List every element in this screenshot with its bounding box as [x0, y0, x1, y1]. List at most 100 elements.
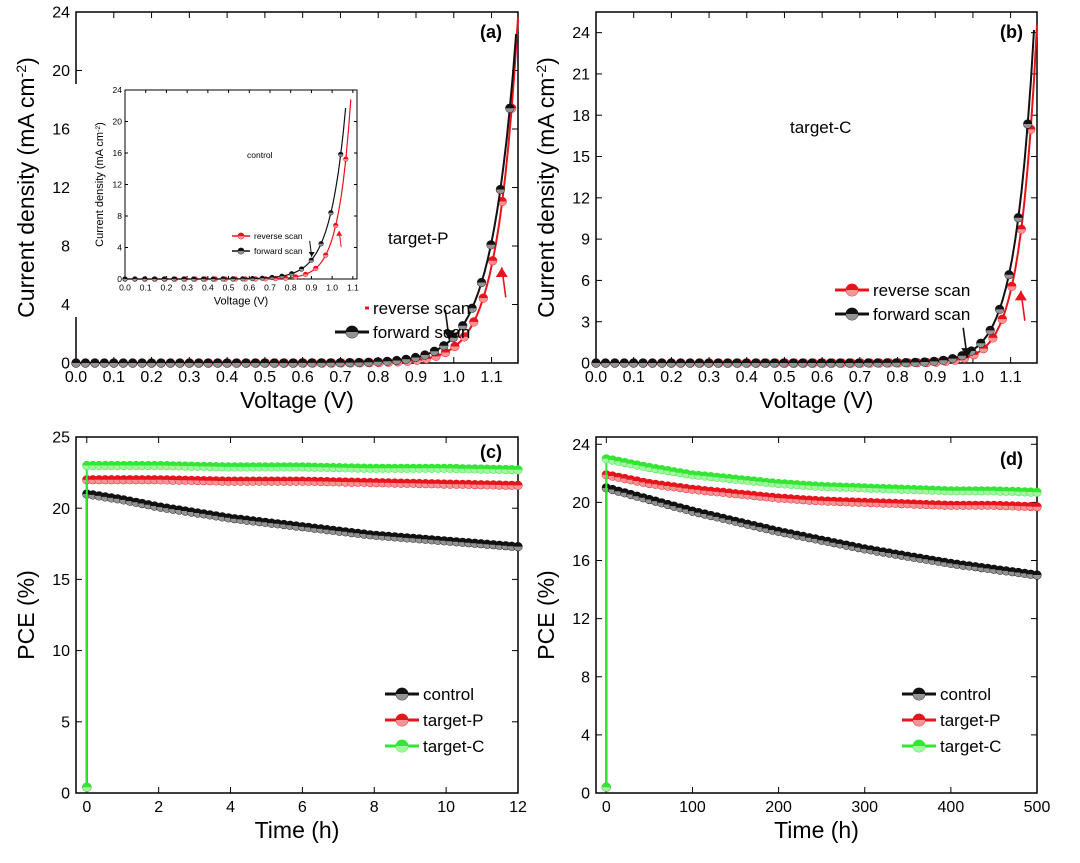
panel-a-inset-point-forward-scan-shade — [191, 279, 196, 282]
panel-c-point-target-P-shade — [513, 485, 523, 490]
panel-c-legend-label: target-P — [423, 711, 483, 730]
panel-b-series-reverse-scan — [596, 24, 1038, 364]
panel-b-point-forward-scan-shade — [591, 363, 601, 368]
panel-a-inset-point-forward-scan-shade — [260, 278, 265, 281]
panel-b-point-forward-scan-shade — [751, 363, 760, 368]
panel-b-xtick-label: 0.5 — [773, 369, 795, 386]
panel-b-ytick-label: 15 — [572, 149, 590, 166]
panel-a-point-forward-scan-shade — [203, 363, 213, 368]
panel-b-point-reverse-scan-shade — [1026, 129, 1035, 134]
panel-b-point-forward-scan-shade — [920, 362, 929, 367]
panel-c-point-control-shade — [513, 546, 523, 551]
panel-a-point-forward-scan-shade — [392, 360, 401, 365]
panel-a-point-reverse-scan-shade — [422, 358, 431, 363]
panel-d-point-target-C-start-shade — [602, 787, 611, 792]
panel-b-xtick-label: 0.8 — [886, 369, 908, 386]
panel-a-inset-xtick-label: 0.5 — [223, 283, 235, 293]
panel-a-point-forward-scan-shade — [430, 351, 439, 356]
panel-b-point-forward-scan-shade — [1023, 124, 1032, 129]
panel-a-inset-point-forward-scan-shade — [152, 279, 157, 282]
panel-b-point-reverse-scan-shade — [1007, 286, 1016, 291]
panel-b-ytick-label: 18 — [572, 108, 590, 125]
panel-a-inset-annotation: control — [247, 150, 273, 160]
panel-b-legend-label: reverse scan — [873, 281, 970, 300]
panel-b-point-forward-scan-shade — [648, 363, 657, 368]
panel-d-ytick-label: 20 — [572, 495, 590, 512]
panel-a-xlabel: Voltage (V) — [240, 387, 354, 413]
panel-b-xtick-label: 0.1 — [623, 369, 645, 386]
panel-a-inset-ytick-label: 24 — [113, 85, 123, 95]
panel-a-ytick-label: 20 — [52, 63, 70, 80]
panel-a-inset-xtick-label: 0.2 — [161, 283, 173, 293]
panel-b-point-forward-scan-shade — [882, 362, 892, 368]
panel-d-point-control-shade — [1032, 575, 1042, 580]
panel-a-inset-scan-arrowhead — [336, 230, 343, 236]
panel-c-label: (c) — [480, 442, 502, 462]
panel-c-ylabel: PCE (%) — [13, 570, 39, 659]
panel-a-point-reverse-scan-shade — [450, 346, 460, 351]
panel-a-annotation: target-P — [388, 229, 448, 248]
panel-b-point-forward-scan-shade — [854, 363, 863, 368]
panel-c-legend-label: target-C — [423, 737, 484, 756]
panel-b-legend-marker-shade — [846, 290, 858, 296]
panel-c-xtick-label: 2 — [154, 799, 163, 816]
panel-a-ytick-label: 12 — [52, 180, 70, 197]
panel-a-inset-point-forward-scan-shade — [338, 154, 343, 157]
panel-a-point-forward-scan-shade — [185, 363, 194, 368]
panel-a-point-forward-scan-shade — [109, 363, 118, 368]
panel-a-jv-target-p: 0.0 0.1 0.2 0.3 0.4 0.5 0.6 0.7 0.8 0.9 1.0 1.1 0 4 8 1… — [13, 5, 519, 413]
panel-c-xtick-label: 8 — [370, 799, 379, 816]
panel-a-point-forward-scan-shade — [496, 189, 505, 194]
panel-b-point-forward-scan-shade — [957, 355, 967, 360]
panel-a-xtick-label: 0.0 — [65, 369, 87, 386]
panel-d-legend-label: target-C — [940, 737, 1001, 756]
panel-a-xtick-label: 1.0 — [443, 369, 465, 386]
panel-a-ylabel: Current density (mA cm-2) — [13, 57, 39, 318]
panel-a-inset-legend-label: reverse scan — [254, 231, 303, 241]
panel-a-inset: 0.0 0.1 0.2 0.3 0.4 0.5 0.6 0.7 0.8 0.9 1.0 1.1 0 4 8 1… — [75, 84, 365, 317]
panel-a-inset-xtick-label: 0.3 — [181, 283, 193, 293]
panel-b-point-forward-scan-shade — [1014, 217, 1023, 222]
panel-c-legend-marker-shade — [396, 720, 408, 726]
panel-c-point-target-C-start-shade — [82, 787, 91, 792]
panel-b-point-forward-scan-shade — [910, 362, 920, 367]
panel-a-inset-point-forward-scan-shade — [240, 278, 245, 281]
panel-b-xtick-label: 0.4 — [736, 369, 758, 386]
panel-c-xtick-label: 0 — [82, 799, 91, 816]
panel-a-inset-point-reverse-scan-shade — [313, 268, 318, 271]
panel-d-ytick-label: 16 — [572, 553, 590, 570]
panel-a-inset-xtick-label: 0.9 — [306, 283, 318, 293]
panel-b-point-forward-scan-shade — [732, 363, 741, 368]
panel-d-xlabel: Time (h) — [774, 817, 859, 843]
panel-b-point-forward-scan-shade — [629, 363, 638, 368]
panel-d-ytick-label: 12 — [572, 611, 590, 628]
panel-c-legend-label: control — [423, 685, 474, 704]
panel-b-point-reverse-scan-shade — [979, 348, 988, 353]
panel-c-legend-marker-shade — [396, 746, 408, 752]
panel-b-xtick-label: 0.0 — [585, 369, 607, 386]
panel-b-ytick-label: 24 — [572, 25, 590, 42]
panel-b-point-forward-scan-shade — [620, 363, 629, 368]
panel-a-point-reverse-scan-shade — [441, 352, 450, 357]
panel-a-inset-ytick-label: 4 — [117, 242, 122, 252]
panel-a-inset-xtick-label: 0.8 — [285, 283, 297, 293]
panel-a-point-forward-scan-shade — [505, 108, 514, 113]
panel-a-inset-point-reverse-scan-shade — [333, 225, 338, 228]
panel-a-inset-point-forward-scan-shade — [171, 279, 177, 282]
panel-d-xtick-label: 500 — [1024, 799, 1051, 816]
panel-a-point-forward-scan-shade — [486, 244, 496, 250]
panel-a-inset-point-forward-scan-shade — [220, 278, 226, 282]
panel-b-point-forward-scan-shade — [826, 363, 835, 368]
panel-a-point-forward-scan-shade — [326, 362, 335, 367]
panel-d-xtick-label: 200 — [765, 799, 792, 816]
panel-a-inset-point-reverse-scan-shade — [303, 274, 308, 277]
panel-b-point-forward-scan-shade — [713, 363, 723, 368]
panel-d-legend-label: target-P — [940, 711, 1000, 730]
panel-a-inset-xtick-label: 0.1 — [140, 283, 152, 293]
panel-b-point-forward-scan-shade — [788, 363, 798, 368]
panel-a-inset-xlabel: Voltage (V) — [214, 296, 268, 308]
panel-a-inset-point-forward-scan-shade — [299, 269, 304, 272]
panel-b-point-forward-scan-shade — [742, 363, 751, 368]
panel-d-ytick-label: 0 — [581, 786, 590, 803]
